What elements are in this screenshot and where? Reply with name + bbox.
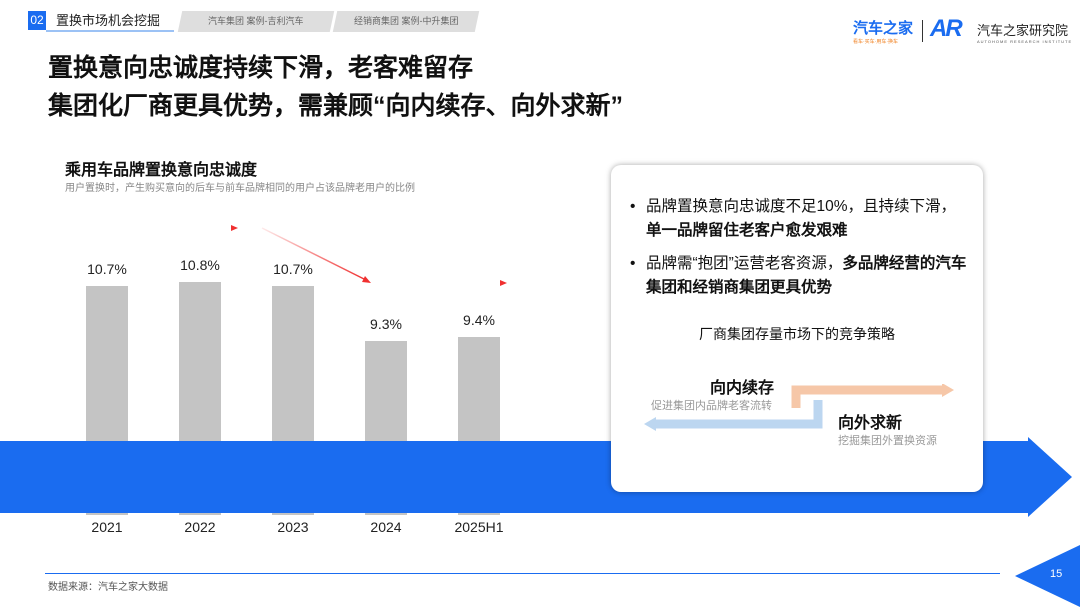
x-tick-label: 2022 <box>184 519 216 535</box>
tab-geely-case[interactable]: 汽车集团 案例-吉利汽车 <box>177 11 335 32</box>
value-label: 10.8% <box>180 256 220 273</box>
insight-bullet-2: 品牌需“抱团”运营老客资源，多品牌经营的汽车集团和经销商集团更具优势 <box>630 252 970 300</box>
headline-line-1: 置换意向忠诚度持续下滑，老客难留存 <box>48 54 474 82</box>
headline-line-2: 集团化厂商更具优势，需兼顾“向内续存、向外求新” <box>48 92 624 120</box>
trend-arrow-flat-2 <box>355 280 507 286</box>
value-label: 9.3% <box>370 315 402 332</box>
x-tick-label: 2021 <box>91 519 123 535</box>
section-underline <box>46 30 174 32</box>
trend-arrow-flat-1 <box>175 225 238 231</box>
x-tick-label: 2024 <box>370 519 402 535</box>
value-label: 9.4% <box>463 311 495 328</box>
tab-zhongsheng-case[interactable]: 经销商集团 案例-中升集团 <box>332 11 480 32</box>
footer-divider <box>45 573 1000 574</box>
research-institute-logo-mark: AR <box>930 15 963 42</box>
outward-desc: 挖掘集团外置换资源 <box>838 435 937 447</box>
x-tick-label: 2025H1 <box>454 519 504 535</box>
insight-bullet-1: 品牌置换意向忠诚度不足10%，且持续下滑，单一品牌留住老客户愈发艰难 <box>630 195 970 243</box>
x-tick-label: 2023 <box>277 519 309 535</box>
strategy-arrows <box>644 384 954 431</box>
section-number: 02 <box>28 11 46 30</box>
chart-title: 乘用车品牌置换意向忠诚度 <box>65 162 258 179</box>
value-label: 10.7% <box>273 260 313 277</box>
inward-arrow <box>654 400 823 429</box>
strategy-title: 厂商集团存量市场下的竞争策略 <box>699 326 895 342</box>
autohome-logo: 汽车之家 看车·买车·用车·换车 <box>853 20 914 45</box>
inward-desc: 促进集团内品牌老客流转 <box>651 400 772 412</box>
page-number: 15 <box>1050 568 1063 580</box>
outward-arrow <box>791 385 944 408</box>
section-title: 置换市场机会挖掘 <box>56 13 161 28</box>
research-institute-logo: 汽车之家研究院 AUTOHOME RESEARCH INSTITUTE <box>977 23 1073 44</box>
value-label: 10.7% <box>87 260 127 277</box>
logo-divider <box>922 20 923 42</box>
page-number-badge <box>1015 545 1080 607</box>
outward-title: 向外求新 <box>838 415 903 432</box>
data-source: 数据来源：汽车之家大数据 <box>48 582 168 593</box>
inward-title: 向内续存 <box>710 380 775 397</box>
chart-subtitle: 用户置换时，产生购买意向的后车与前车品牌相同的用户占该品牌老用户的比例 <box>65 183 415 194</box>
